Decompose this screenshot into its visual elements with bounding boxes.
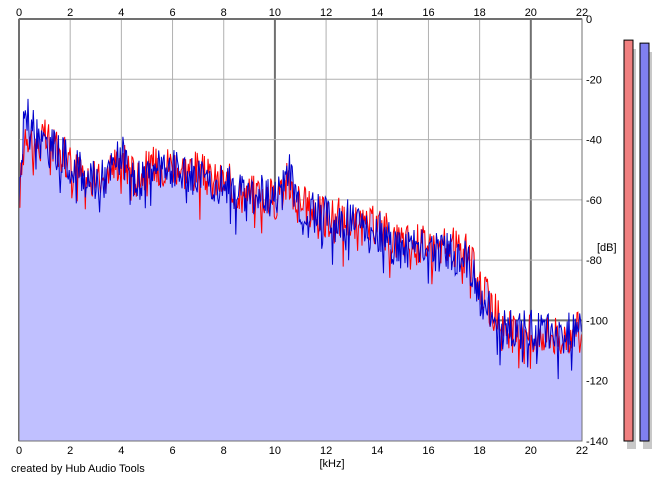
x-tick-label-bottom: 8 <box>221 445 227 457</box>
x-tick-label-top: 10 <box>269 7 281 19</box>
plot-frame <box>18 18 583 442</box>
y-tick-label: -120 <box>586 376 608 388</box>
x-tick-label-bottom: 22 <box>576 445 588 457</box>
x-tick-label-bottom: 12 <box>320 445 332 457</box>
y-tick-label: -140 <box>586 436 608 448</box>
x-tick-label-bottom: 2 <box>67 445 73 457</box>
y-axis-label: [dB] <box>597 242 617 254</box>
x-tick-label-top: 4 <box>118 7 124 19</box>
x-axis-bottom: 0 2 4 6 8 10 12 14 16 18 20 22 <box>16 445 588 457</box>
x-tick-label-top: 6 <box>169 7 175 19</box>
y-axis-right: 0 -20 -40 -60 -80 -100 -120 -140 <box>586 14 608 448</box>
x-tick-label-bottom: 6 <box>169 445 175 457</box>
x-tick-label-top: 0 <box>16 7 22 19</box>
x-tick-label-bottom: 20 <box>525 445 537 457</box>
y-tick-label: -80 <box>586 255 602 267</box>
series-line-right <box>18 98 582 380</box>
y-tick-label: 0 <box>586 14 592 26</box>
x-axis-label: [kHz] <box>319 458 344 470</box>
x-tick-label-top: 18 <box>474 7 486 19</box>
x-tick-label-bottom: 14 <box>371 445 383 457</box>
x-tick-label-top: 12 <box>320 7 332 19</box>
x-tick-label-bottom: 18 <box>474 445 486 457</box>
level-meter-right <box>639 42 650 442</box>
x-tick-label-bottom: 4 <box>118 445 124 457</box>
x-tick-label-top: 22 <box>576 7 588 19</box>
y-tick-label: -100 <box>586 315 608 327</box>
y-tick-label: -40 <box>586 135 602 147</box>
plot-area <box>18 18 583 442</box>
x-axis-top: 0 2 4 6 8 10 12 14 16 18 20 22 <box>16 7 588 19</box>
y-tick-label: -20 <box>586 74 602 86</box>
x-tick-label-top: 20 <box>525 7 537 19</box>
footer-credit: created by Hub Audio Tools <box>11 463 145 475</box>
y-tick-label: -60 <box>586 195 602 207</box>
x-tick-label-bottom: 10 <box>269 445 281 457</box>
level-meter-left <box>623 39 634 442</box>
x-tick-label-top: 16 <box>422 7 434 19</box>
x-tick-label-top: 2 <box>67 7 73 19</box>
level-meters <box>623 39 652 449</box>
x-tick-label-top: 14 <box>371 7 383 19</box>
x-tick-label-bottom: 0 <box>16 445 22 457</box>
x-tick-label-bottom: 16 <box>422 445 434 457</box>
x-tick-label-top: 8 <box>221 7 227 19</box>
